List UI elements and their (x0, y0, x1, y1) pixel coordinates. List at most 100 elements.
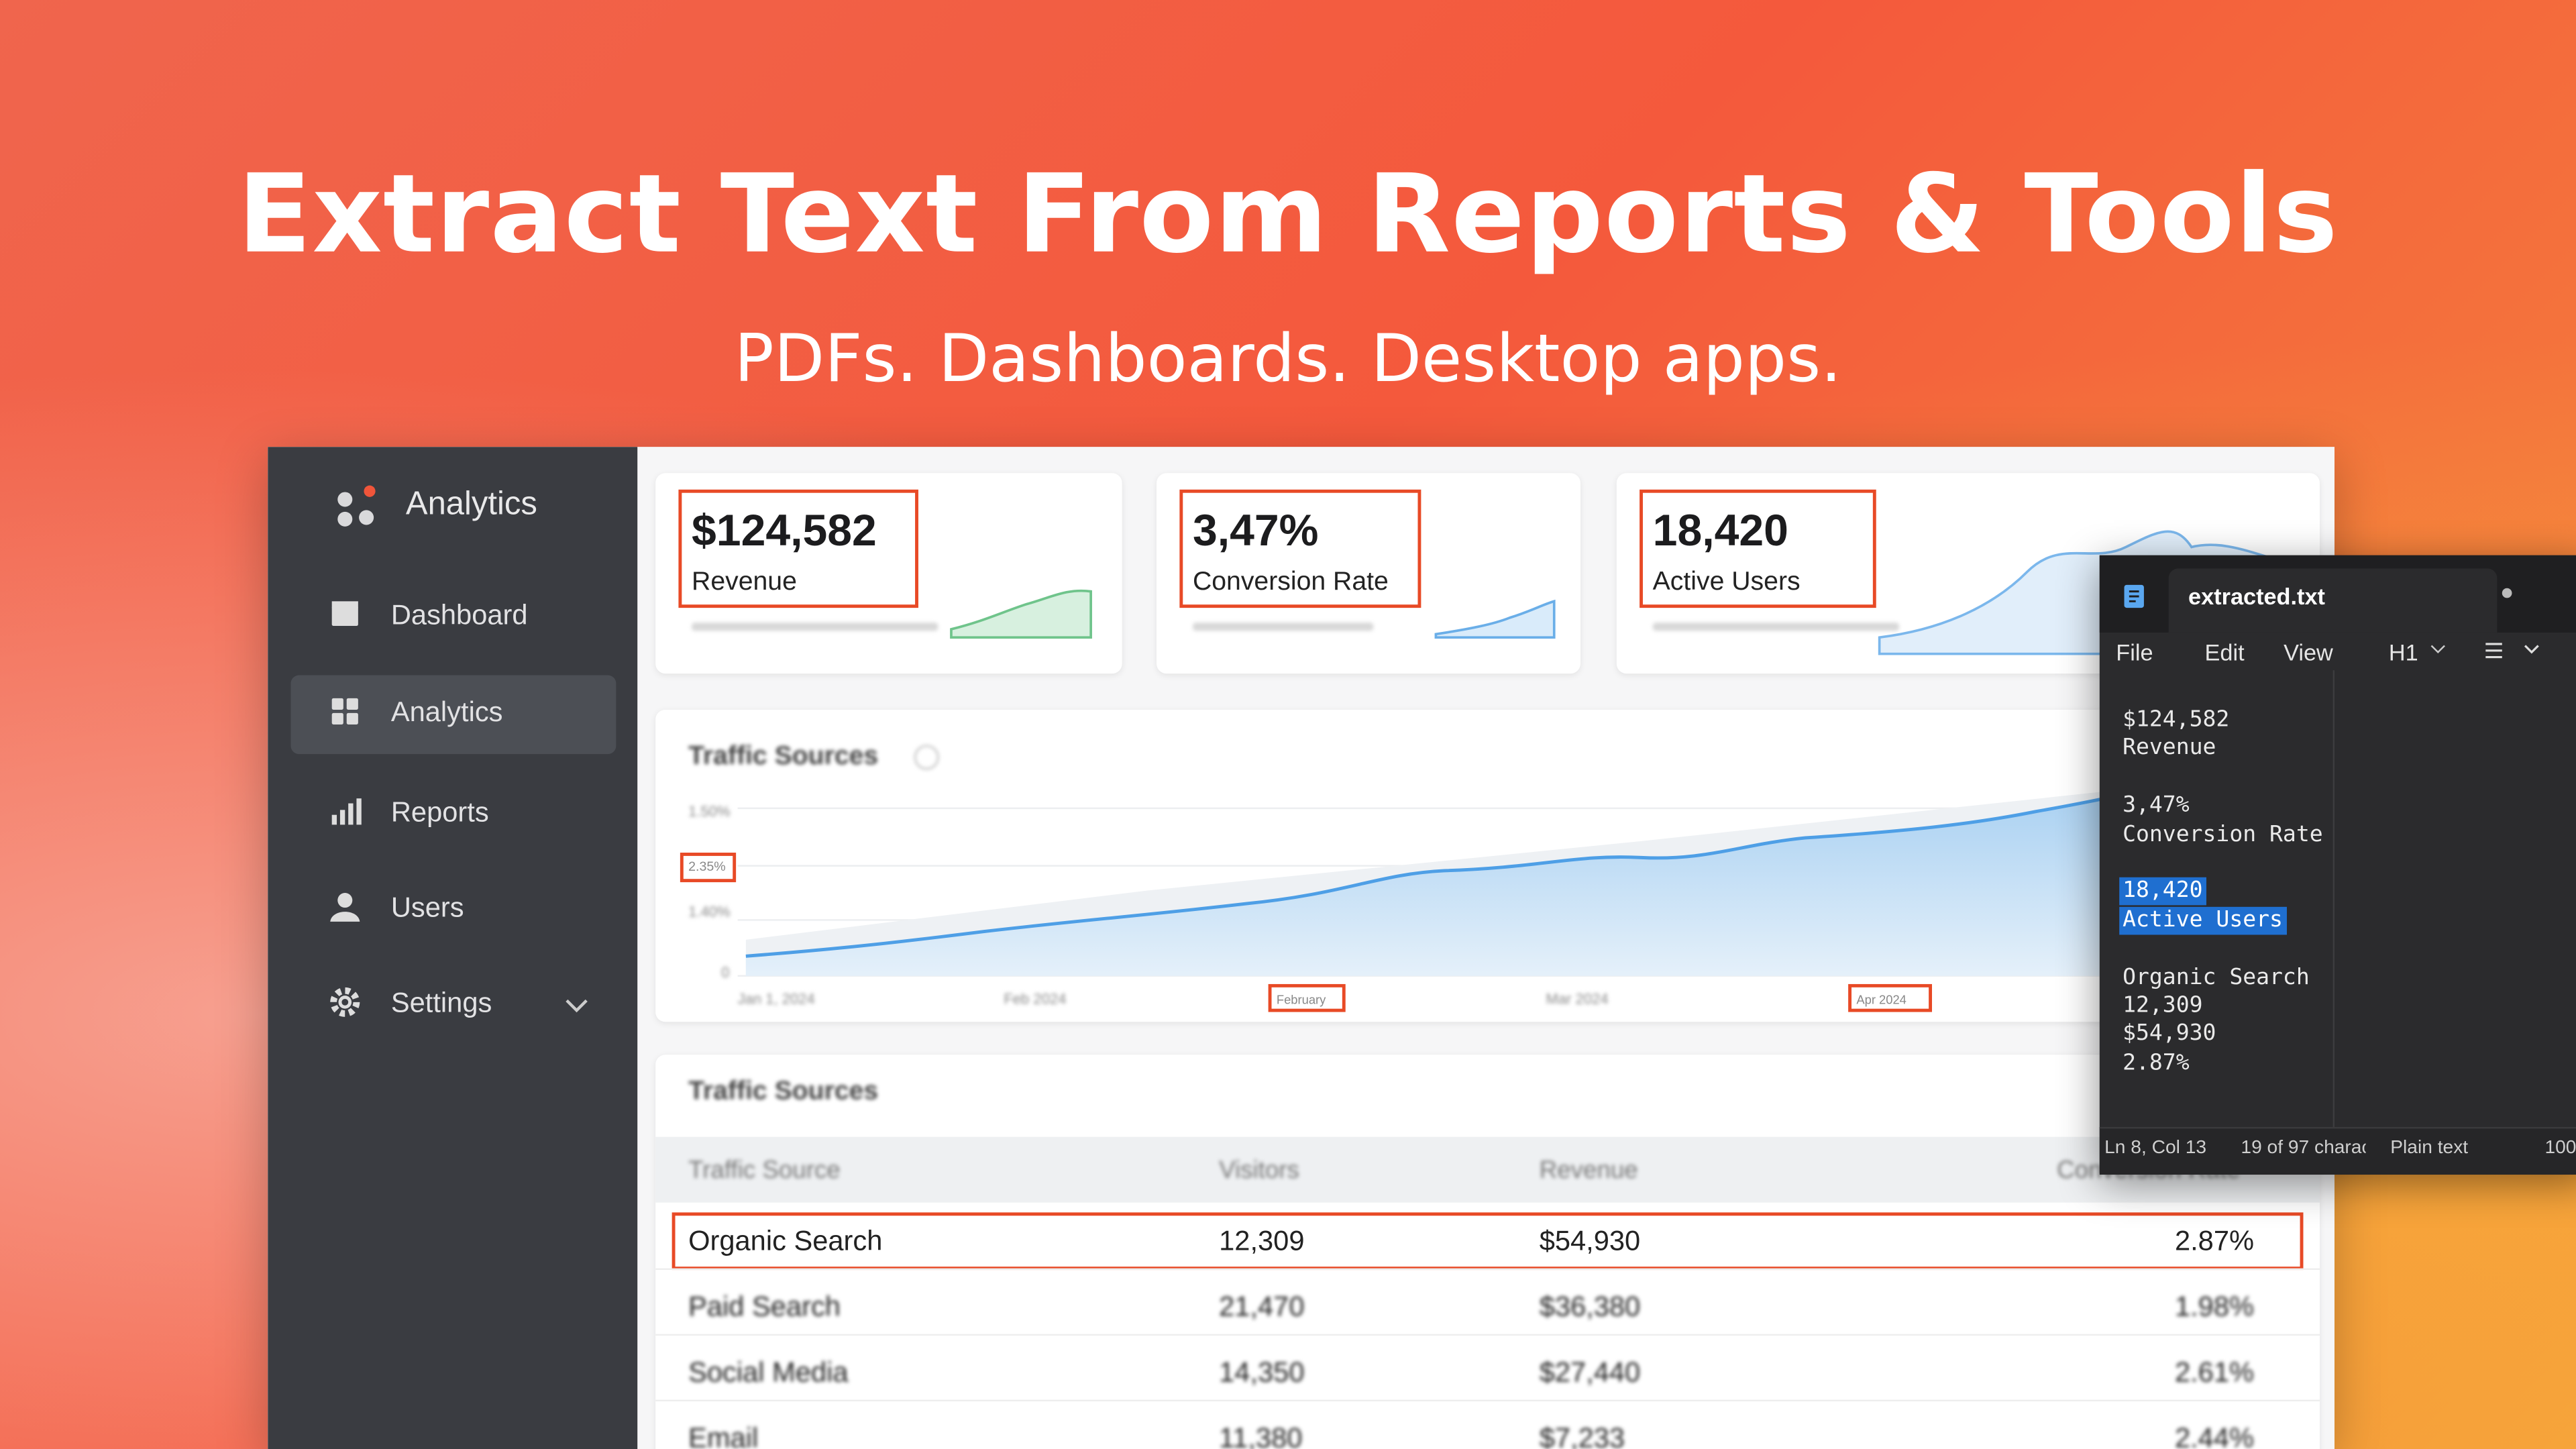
table-cell: 1.98% (2174, 1291, 2255, 1323)
editor-filename: extracted.txt (2188, 583, 2325, 610)
kpi-highlight (1179, 489, 1421, 608)
text-line: Conversion Rate (2123, 820, 2323, 847)
text-line: 18,420 (2119, 877, 2206, 906)
column-header: Revenue (1539, 1157, 1638, 1185)
text-line: Revenue (2123, 735, 2216, 761)
table-cell: 12,309 (1219, 1225, 1305, 1257)
table-cell: $7,233 (1539, 1422, 1625, 1449)
label-highlight (1268, 983, 1346, 1012)
chart-title: Traffic Sources (688, 742, 879, 771)
status-bar (2099, 1127, 2576, 1175)
table-title: Traffic Sources (688, 1077, 879, 1106)
sidebar: Analytics Dashboard Analytics Reports Users… (268, 447, 638, 1449)
kpi-label: Conversion Rate (1192, 568, 1389, 596)
y-axis-label: 2.35% (688, 859, 726, 874)
row-divider (655, 1334, 2320, 1336)
nav-item[interactable]: Dashboard (390, 599, 528, 631)
kpi-sparkline (655, 473, 1122, 674)
kpi-caption (1192, 623, 1374, 631)
dashboard: Analytics Dashboard Analytics Reports Users… (268, 447, 2335, 1449)
text-line: Active Users (2119, 906, 2286, 934)
text-line: 3,47% (2123, 792, 2190, 819)
row-divider (655, 1399, 2320, 1401)
chart-card: Traffic Sources 1.50% 2.35% 1.40% 0 Jan 1, 2… (655, 709, 2320, 1022)
nav-item[interactable]: Settings (390, 987, 492, 1019)
nav-icon (329, 695, 365, 731)
kpi-value: 18,420 (1652, 506, 1788, 555)
menu-item[interactable]: File (2116, 639, 2153, 665)
chart-plot (737, 749, 2320, 977)
text-line: Organic Search (2123, 963, 2310, 990)
text-line: $124,582 (2123, 706, 2230, 733)
status-item: Plain text (2390, 1138, 2469, 1159)
kpi-sparkline (1157, 473, 1580, 674)
table-cell: 2.44% (2174, 1422, 2255, 1449)
table-cell: 11,380 (1219, 1422, 1303, 1449)
text-line: 2.87% (2123, 1049, 2190, 1076)
table-cell: $36,380 (1539, 1291, 1641, 1323)
table-cell: 2.87% (2174, 1225, 2255, 1257)
kpi-card: $124,582 Revenue (655, 473, 1122, 674)
nav-icon (329, 890, 365, 926)
kpi-label: Active Users (1652, 568, 1801, 596)
row-highlight (672, 1212, 2304, 1271)
editor-window: extracted.txt File Edit View H1 $124,582 Rev… (2099, 555, 2576, 1175)
menu-item[interactable]: H1 (2388, 639, 2418, 665)
y-axis-label: 1.50% (688, 803, 731, 820)
info-icon (914, 745, 939, 770)
text-line: $54,930 (2123, 1020, 2216, 1047)
kpi-card: 3,47% Conversion Rate (1157, 473, 1580, 674)
headline: Extract Text From Reports & Tools (237, 151, 2339, 278)
text-line: 12,309 (2123, 992, 2203, 1019)
y-axis-label: 0 (721, 964, 730, 981)
nav-icon (329, 795, 365, 831)
x-axis-label: Mar 2024 (1546, 990, 1609, 1008)
label-highlight (1848, 983, 1933, 1012)
x-axis-label: February (1276, 992, 1326, 1008)
kpi-value: 3,47% (1192, 506, 1319, 555)
menu-chevron (2430, 639, 2446, 664)
editor-tab[interactable] (2168, 568, 2498, 633)
brand-logo (337, 485, 376, 527)
nav-item[interactable]: Users (390, 892, 464, 924)
subheadline: PDFs. Dashboards. Desktop apps. (734, 322, 1842, 398)
unsaved-dot (2502, 588, 2512, 598)
table-cell: $27,440 (1539, 1356, 1641, 1389)
table-header (655, 1136, 2320, 1203)
file-icon (2124, 584, 2144, 608)
table-card: Traffic Sources Traffic Source Visitors Re… (655, 1055, 2320, 1449)
list-icon (2485, 643, 2539, 659)
kpi-highlight (1640, 489, 1876, 608)
column-header: Traffic Source (688, 1157, 841, 1185)
chevron (566, 999, 588, 1013)
menu-item[interactable]: View (2284, 639, 2333, 665)
column-header: Visitors (1219, 1157, 1299, 1185)
status-item: 100% (2544, 1138, 2576, 1159)
kpi-value: $124,582 (692, 506, 877, 555)
brand-name: Analytics (405, 486, 537, 523)
kpi-highlight (678, 489, 918, 608)
kpi-caption (1652, 623, 1900, 631)
nav-item[interactable]: Analytics (390, 696, 503, 728)
table-cell: Email (688, 1422, 759, 1449)
x-axis-label: Jan 1, 2024 (737, 990, 815, 1008)
table-cell: Social Media (688, 1356, 849, 1389)
x-axis-label: Apr 2024 (1856, 992, 1907, 1008)
x-axis-label: Feb 2024 (1004, 990, 1067, 1008)
table-cell: $54,930 (1539, 1225, 1641, 1257)
table-cell: 14,350 (1219, 1356, 1305, 1389)
kpi-label: Revenue (692, 568, 797, 596)
row-divider (655, 1268, 2320, 1271)
table-cell: 21,470 (1219, 1291, 1305, 1323)
kpi-caption (692, 623, 938, 631)
nav-active-bg (290, 675, 616, 755)
menu-item[interactable]: Edit (2204, 639, 2245, 665)
table-cell: Organic Search (688, 1225, 883, 1257)
nav-item[interactable]: Reports (390, 796, 489, 828)
label-highlight (680, 853, 737, 883)
nav-icon (329, 985, 365, 1022)
status-item: 19 of 97 characters (2241, 1138, 2365, 1159)
table-cell: 2.61% (2174, 1356, 2255, 1389)
status-item: Ln 8, Col 13 (2104, 1138, 2207, 1159)
